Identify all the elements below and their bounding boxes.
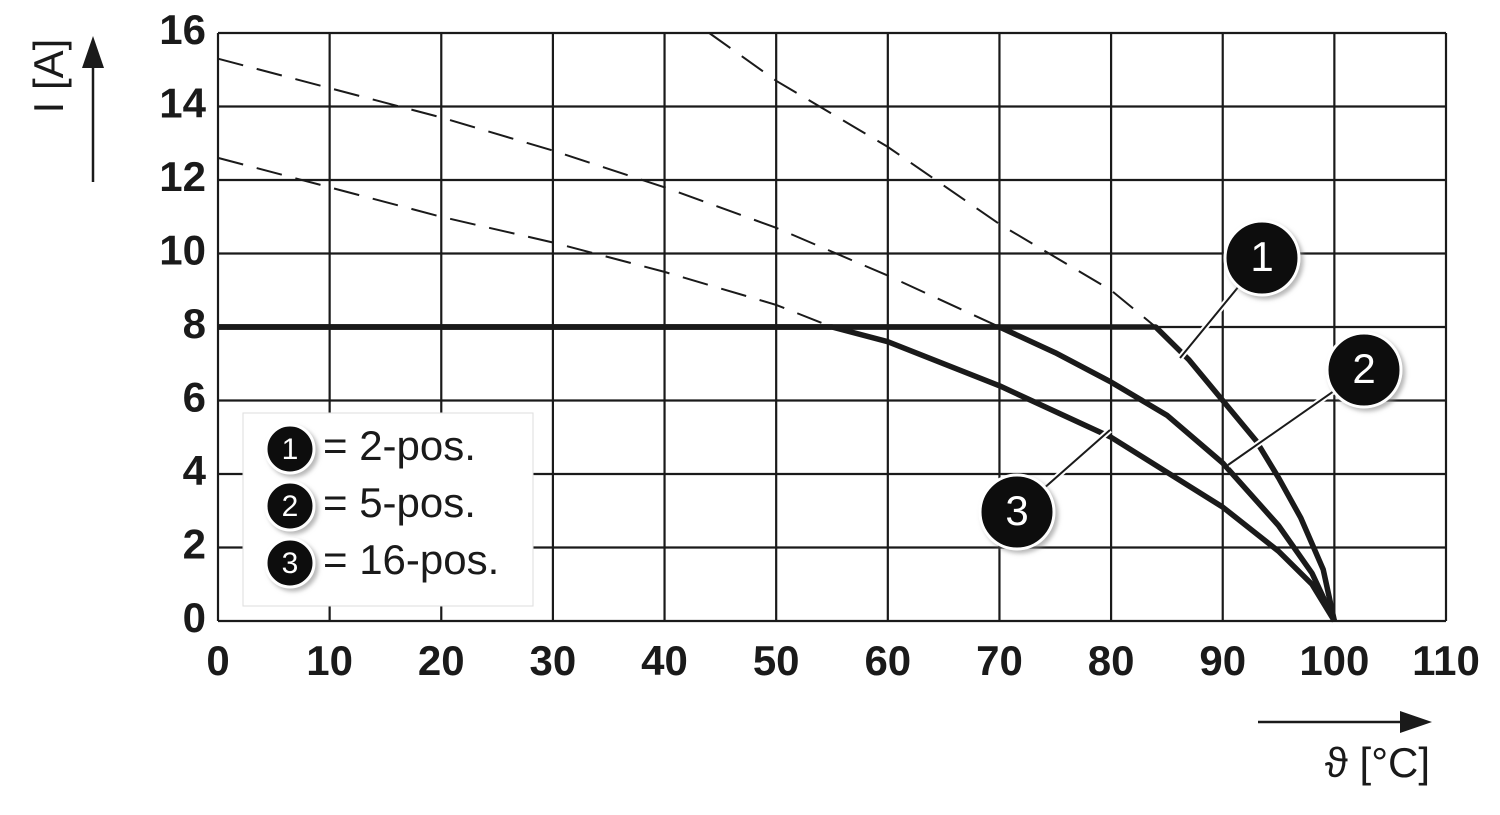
legend-label: = 16-pos. (323, 536, 499, 583)
badge-number: 2 (1352, 345, 1375, 392)
x-tick-label: 110 (1412, 637, 1480, 684)
x-tick-label: 0 (206, 637, 229, 684)
dashed-line (708, 32, 1157, 328)
line (218, 324, 1338, 622)
callout: 2 (1226, 331, 1403, 468)
x-tick-label: 20 (418, 637, 465, 684)
x-tick-label: 60 (864, 637, 911, 684)
badge (1223, 219, 1301, 297)
x-tick-label: 90 (1199, 637, 1246, 684)
legend-label: = 5-pos. (323, 479, 476, 526)
y-tick-label: 0 (183, 594, 206, 641)
dashed-line (217, 156, 833, 328)
x-tick-label: 100 (1299, 637, 1369, 684)
legend: 1 = 2-pos. 2 = 5-pos. 3 = 16-pos. (242, 412, 534, 607)
line (218, 324, 1337, 623)
y-tick-label: 2 (183, 521, 206, 568)
badge-number: 1 (1250, 233, 1273, 280)
badge (978, 473, 1056, 551)
y-tick-label: 16 (159, 6, 206, 53)
dashed-line (217, 57, 1000, 328)
badge-number: 3 (1005, 487, 1028, 534)
x-tick-label: 50 (753, 637, 800, 684)
x-axis-label: ϑ [°C] (1325, 739, 1430, 786)
y-tick-label: 8 (183, 300, 206, 347)
badge-number: 2 (282, 490, 299, 523)
line (218, 324, 1337, 623)
badge (1325, 331, 1403, 409)
x-tick-label: 80 (1088, 637, 1135, 684)
x-tick-label: 40 (641, 637, 688, 684)
badge (264, 537, 316, 589)
x-tick-label: 30 (530, 637, 577, 684)
badge-number: 1 (282, 433, 299, 466)
y-arrowhead (82, 36, 104, 68)
y-tick-label: 6 (183, 374, 206, 421)
y-axis-label: I [A] (25, 39, 72, 114)
callout: 3 (978, 427, 1112, 551)
x-tick-label: 70 (976, 637, 1023, 684)
y-tick-label: 14 (159, 80, 206, 127)
badge (264, 480, 316, 532)
legend-label: = 2-pos. (323, 422, 476, 469)
y-tick-label: 10 (159, 227, 206, 274)
x-tick-label: 10 (306, 637, 353, 684)
badge (264, 423, 316, 475)
badge-number: 3 (282, 547, 299, 580)
y-tick-label: 4 (183, 447, 207, 494)
x-arrowhead (1400, 711, 1432, 733)
callout: 1 (1177, 219, 1301, 360)
y-tick-label: 12 (159, 153, 206, 200)
